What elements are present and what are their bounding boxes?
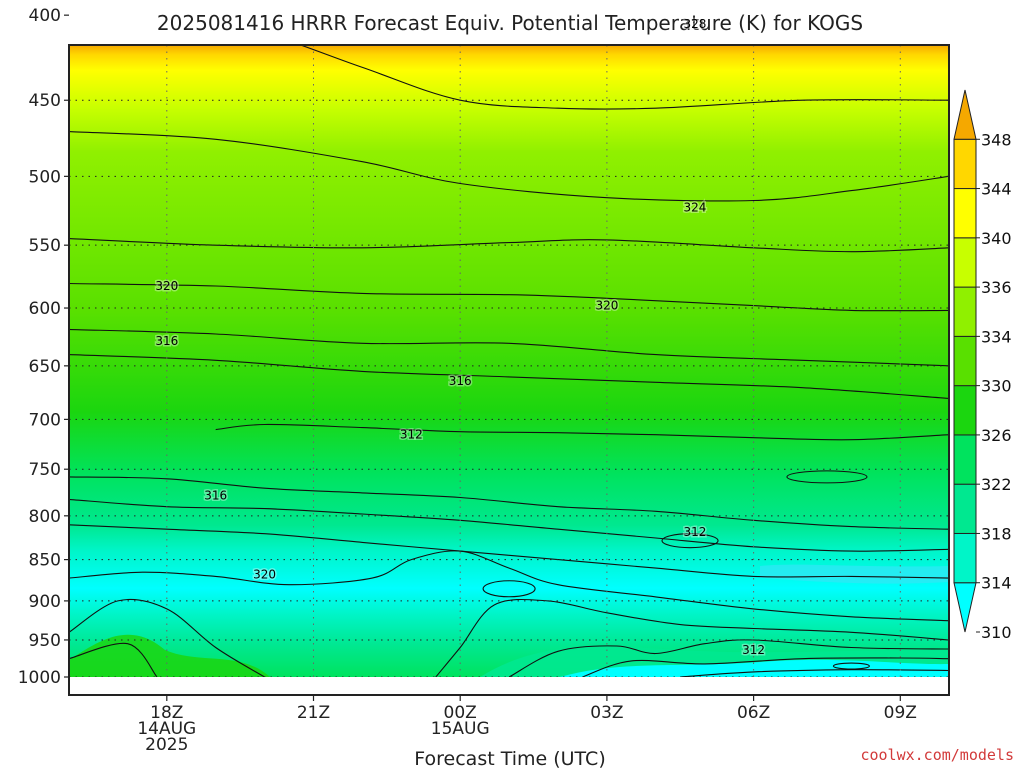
colorbar-segment bbox=[953, 188, 977, 239]
y-tick-label: 550 bbox=[29, 236, 61, 256]
contour-label: 320 bbox=[253, 568, 276, 582]
colorbar-segment bbox=[953, 385, 977, 436]
y-tick-label: 600 bbox=[29, 299, 61, 319]
y-tick-label: 1000 bbox=[18, 668, 61, 688]
x-tick-label: 09Z bbox=[884, 703, 917, 723]
x-tick-label: 18Z bbox=[150, 703, 183, 723]
contour-label: 312 bbox=[742, 643, 765, 657]
y-axis: 2503003504004505005506006507007508008509… bbox=[18, 6, 69, 688]
contour-labels: 340336328324320320316316312316312320312 bbox=[154, 16, 767, 659]
contour-line bbox=[69, 354, 949, 399]
colorbar-label: 314 bbox=[981, 574, 1012, 593]
contour-label: 316 bbox=[155, 334, 178, 348]
x-tick-label: 14AUG bbox=[137, 719, 196, 739]
colorbar-segment bbox=[953, 483, 977, 534]
y-tick-label: 950 bbox=[29, 631, 61, 651]
y-tick-label: 900 bbox=[29, 592, 61, 612]
contour-line bbox=[69, 550, 949, 622]
colorbar-label: 340 bbox=[981, 229, 1012, 248]
contour-line bbox=[582, 657, 949, 677]
colorbar-segment bbox=[953, 138, 977, 190]
contour-line bbox=[69, 598, 265, 677]
colorbar-label: 348 bbox=[981, 130, 1012, 149]
x-tick-label: 15AUG bbox=[431, 719, 490, 739]
contour-line bbox=[299, 45, 949, 110]
colorbar-label: 318 bbox=[981, 524, 1012, 543]
contour-line bbox=[69, 131, 949, 202]
contour-line bbox=[680, 669, 949, 677]
y-tick-label: 750 bbox=[29, 460, 61, 480]
colorbar-segment bbox=[953, 532, 977, 584]
y-tick-label: 700 bbox=[29, 410, 61, 430]
chart-title: 2025081416 HRRR Forecast Equiv. Potentia… bbox=[157, 11, 863, 35]
colorbar-label: 330 bbox=[981, 377, 1012, 396]
y-tick-label: 450 bbox=[29, 91, 61, 111]
x-tick-label: 00Z bbox=[444, 703, 477, 723]
contour-label: 316 bbox=[449, 374, 472, 388]
colorbar-segment bbox=[953, 434, 977, 485]
contour-label: 316 bbox=[204, 489, 227, 503]
contour-line bbox=[508, 639, 949, 677]
colorbar-label: 336 bbox=[981, 278, 1012, 297]
ground-surface bbox=[69, 677, 949, 695]
contour-line bbox=[661, 533, 719, 549]
contour-label: 328 bbox=[683, 17, 706, 31]
y-tick-label: 850 bbox=[29, 551, 61, 571]
contour-label: 320 bbox=[155, 279, 178, 293]
contour-line bbox=[786, 470, 868, 484]
colorbar-label: 344 bbox=[981, 180, 1012, 199]
colorbar-label: 310 bbox=[981, 623, 1012, 642]
contour-label: 320 bbox=[595, 299, 618, 313]
x-tick-label: 2025 bbox=[145, 735, 188, 755]
credit-link[interactable]: coolwx.com/models bbox=[860, 746, 1014, 764]
contour-line bbox=[69, 524, 949, 579]
lower-cyan-pocket bbox=[560, 659, 949, 677]
contour-lines bbox=[69, 45, 949, 677]
contour-line bbox=[69, 498, 949, 552]
colorbar-label: 322 bbox=[981, 475, 1012, 494]
colorbar-label: 326 bbox=[981, 426, 1012, 445]
contour-line bbox=[435, 598, 949, 677]
plot-frame bbox=[68, 44, 950, 696]
contour-label: 312 bbox=[683, 525, 706, 539]
colorbar-segment bbox=[953, 286, 977, 337]
colorbar-segment bbox=[953, 335, 977, 387]
contour-line bbox=[69, 476, 949, 530]
contour-line bbox=[69, 328, 949, 367]
x-tick-label: 06Z bbox=[737, 703, 770, 723]
lower-green-pocket bbox=[69, 634, 270, 677]
contour-line bbox=[69, 282, 949, 312]
contour-line bbox=[215, 423, 949, 441]
colorbar-segment bbox=[953, 237, 977, 288]
x-tick-label: 21Z bbox=[297, 703, 330, 723]
mid-cyan-pocket bbox=[760, 564, 949, 584]
colorbar-segment bbox=[953, 582, 977, 633]
plot-area bbox=[69, 45, 949, 695]
y-tick-label: 400 bbox=[29, 6, 61, 26]
colorbar: 348 344 340 336 334 330 326 322 318 314 310 bbox=[953, 89, 1012, 642]
contour-line bbox=[832, 662, 870, 670]
grid bbox=[69, 45, 949, 677]
contour-label: 324 bbox=[683, 200, 706, 214]
y-tick-label: 500 bbox=[29, 167, 61, 187]
contour-line bbox=[482, 580, 536, 598]
x-axis-label: Forecast Time (UTC) bbox=[414, 748, 605, 768]
contour-label: 312 bbox=[400, 428, 423, 442]
colorbar-label: 334 bbox=[981, 327, 1012, 346]
y-tick-label: 800 bbox=[29, 507, 61, 527]
y-tick-label: 650 bbox=[29, 357, 61, 377]
x-tick-label: 03Z bbox=[590, 703, 623, 723]
colorbar-segment bbox=[953, 89, 977, 140]
contour-line bbox=[69, 642, 158, 677]
contour-line bbox=[69, 238, 949, 253]
